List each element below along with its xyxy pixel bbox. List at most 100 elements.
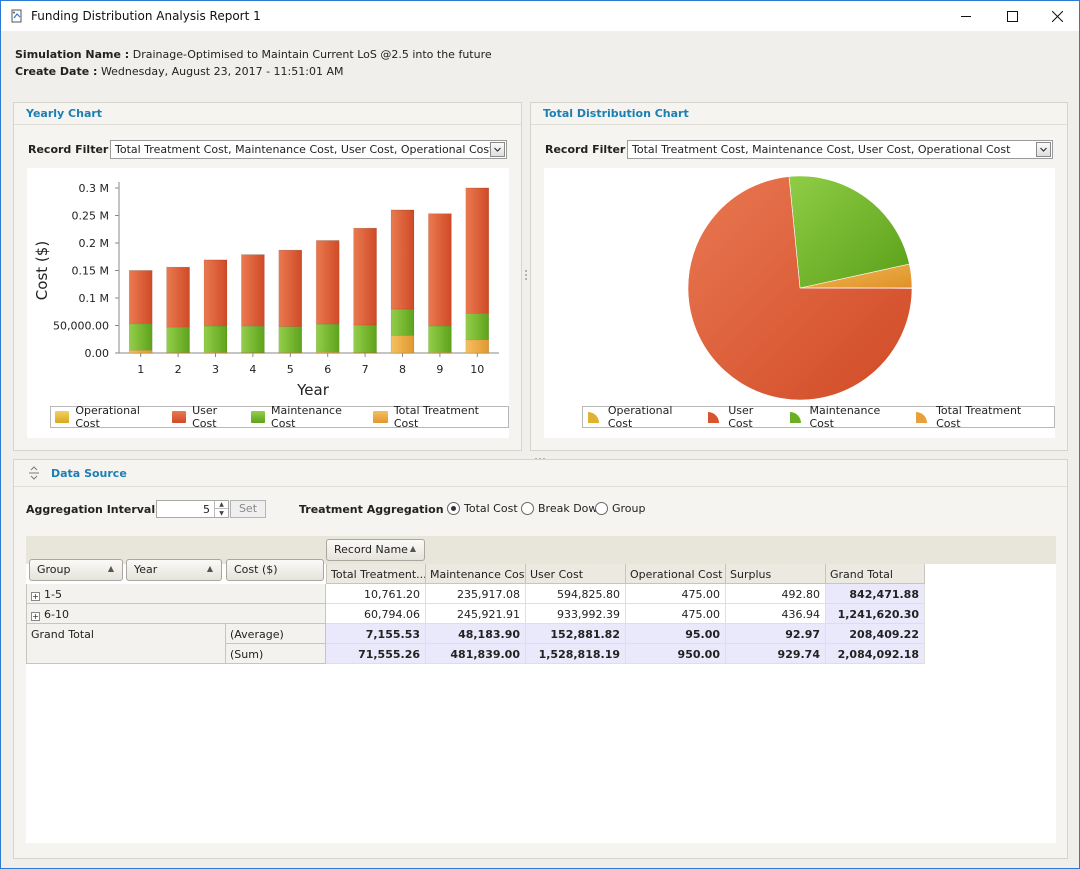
- yearly-chart-area: 0.00 50,000.00 0.1 M 0.15 M 0.2 M 0.25 M 0.3 M…: [27, 168, 509, 438]
- x-tick-label: 5: [287, 363, 294, 376]
- group-field-button[interactable]: Group ▲: [29, 559, 123, 581]
- x-tick-label: 3: [212, 363, 219, 376]
- column-header[interactable]: Operational Cost: [626, 564, 726, 584]
- cost-field-button[interactable]: Cost ($): [226, 559, 324, 581]
- minimize-button[interactable]: [943, 1, 989, 31]
- column-header[interactable]: Maintenance Cost: [426, 564, 526, 584]
- bar-total-treatment-cost: [390, 335, 415, 354]
- bar-total-treatment-cost: [128, 350, 153, 354]
- close-icon: [1051, 10, 1063, 22]
- table-cell: 933,992.39: [526, 604, 626, 624]
- vertical-splitter[interactable]: [523, 101, 529, 451]
- legend-label: Operational Cost: [75, 404, 140, 430]
- table-cell: 235,917.08: [426, 584, 526, 604]
- total-cell: 7,155.53: [326, 624, 426, 644]
- bar-maintenance-cost: [203, 325, 228, 353]
- pie-legend-item-treatment: Total Treatment Cost: [915, 404, 1048, 430]
- yearly-filter-dropdown-button[interactable]: [490, 142, 505, 157]
- set-button[interactable]: Set: [230, 500, 266, 518]
- total-cell: 950.00: [626, 644, 726, 664]
- expand-icon[interactable]: +: [31, 592, 40, 601]
- yearly-chart-title: Yearly Chart: [26, 107, 103, 120]
- group-field-label: Group: [37, 563, 71, 576]
- table-row-header[interactable]: +1-5: [26, 584, 326, 604]
- column-header[interactable]: Grand Total: [826, 564, 925, 584]
- sort-asc-icon: ▲: [107, 564, 114, 573]
- bar-maintenance-cost: [241, 325, 265, 353]
- sort-asc-icon: ▲: [206, 564, 213, 573]
- title-bar: Funding Distribution Analysis Report 1: [1, 1, 1079, 31]
- bar-user-cost: [128, 270, 153, 325]
- radio-total-cost[interactable]: Total Cost: [447, 502, 518, 515]
- legend-label: Total Treatment Cost: [393, 404, 479, 430]
- total-cell: 95.00: [626, 624, 726, 644]
- create-date-value: Wednesday, August 23, 2017 - 11:51:01 AM: [100, 65, 344, 78]
- radio-break-down-label: Break Down: [538, 502, 605, 515]
- radio-group[interactable]: Group: [595, 502, 646, 515]
- bar-user-cost: [390, 209, 415, 310]
- year-field-button[interactable]: Year ▲: [126, 559, 222, 581]
- bar-user-cost: [203, 259, 228, 327]
- x-tick-label: 9: [436, 363, 443, 376]
- legend-label: Total Treatment Cost: [936, 404, 1022, 430]
- radio-selected-icon: [447, 502, 460, 515]
- horizontal-splitter[interactable]: [13, 452, 1068, 460]
- grand-total-cell: 1,241,620.30: [826, 604, 925, 624]
- yearly-chart-header: Yearly Chart: [14, 103, 521, 125]
- data-source-title: Data Source: [51, 467, 127, 480]
- bar-user-cost: [428, 213, 452, 327]
- chevron-down-icon: [1040, 147, 1047, 152]
- total-chart-legend: Operational Cost User Cost Maintenance C…: [582, 404, 1055, 430]
- bar-total-treatment-cost: [465, 339, 490, 354]
- radio-break-down[interactable]: Break Down: [521, 502, 604, 515]
- pie-legend-item-operational: Operational Cost: [587, 404, 699, 430]
- total-record-filter-combo[interactable]: Total Treatment Cost, Maintenance Cost, …: [627, 140, 1053, 159]
- simulation-name-value: Drainage-Optimised to Maintain Current L…: [132, 48, 492, 61]
- pie-legend-item-maintenance: Maintenance Cost: [789, 404, 908, 430]
- total-filter-dropdown-button[interactable]: [1036, 142, 1051, 157]
- legend-swatch-treatment: [373, 411, 388, 423]
- chevron-down-icon: [494, 147, 501, 152]
- radio-unselected-icon: [521, 502, 534, 515]
- total-chart-title: Total Distribution Chart: [543, 107, 689, 120]
- minimize-icon: [960, 15, 971, 17]
- bar-user-cost: [315, 240, 340, 325]
- legend-item-maintenance: Maintenance Cost: [250, 404, 366, 430]
- row-label: 1-5: [44, 588, 62, 601]
- bar-user-cost: [278, 249, 303, 327]
- total-chart-header: Total Distribution Chart: [531, 103, 1067, 125]
- column-header[interactable]: Total Treatment...: [326, 564, 426, 584]
- column-header[interactable]: Surplus: [726, 564, 826, 584]
- cost-field-label: Cost ($): [234, 563, 278, 576]
- radio-unselected-icon: [595, 502, 608, 515]
- table-row-header[interactable]: +6-10: [26, 604, 326, 624]
- x-tick-label: 2: [175, 363, 182, 376]
- column-header[interactable]: User Cost: [526, 564, 626, 584]
- total-distribution-panel: Total Distribution Chart Record Filter :…: [530, 102, 1068, 451]
- collapse-icon[interactable]: [27, 466, 41, 480]
- total-cell: 481,839.00: [426, 644, 526, 664]
- close-button[interactable]: [1034, 1, 1080, 31]
- pie-swatch-maintenance: [789, 412, 801, 423]
- record-name-field-button[interactable]: Record Name ▲: [326, 539, 425, 561]
- total-cell: 71,555.26: [326, 644, 426, 664]
- bar-maintenance-cost: [315, 323, 340, 353]
- yearly-record-filter-value: Total Treatment Cost, Maintenance Cost, …: [115, 143, 494, 156]
- aggregation-interval-spinner[interactable]: 5 ▲ ▼: [156, 500, 229, 518]
- legend-label: Operational Cost: [607, 404, 673, 430]
- x-tick-label: 4: [249, 363, 256, 376]
- bar-maintenance-cost: [428, 325, 452, 353]
- table-cell: 10,761.20: [326, 584, 426, 604]
- expand-icon[interactable]: +: [31, 612, 40, 621]
- legend-label: User Cost: [192, 404, 218, 430]
- table-cell: 245,921.91: [426, 604, 526, 624]
- spin-down-icon[interactable]: ▼: [219, 509, 224, 517]
- aggregation-interval-label: Aggregation Interval :: [26, 503, 164, 516]
- yearly-record-filter-combo[interactable]: Total Treatment Cost, Maintenance Cost, …: [110, 140, 507, 159]
- spin-up-icon[interactable]: ▲: [215, 501, 228, 509]
- maximize-button[interactable]: [989, 1, 1035, 31]
- bar-maintenance-cost: [128, 323, 153, 351]
- bar-maintenance-cost: [465, 313, 490, 341]
- yearly-bar-chart: 0.00 50,000.00 0.1 M 0.15 M 0.2 M 0.25 M 0.3 M…: [33, 182, 499, 399]
- total-record-filter-value: Total Treatment Cost, Maintenance Cost, …: [632, 143, 1011, 156]
